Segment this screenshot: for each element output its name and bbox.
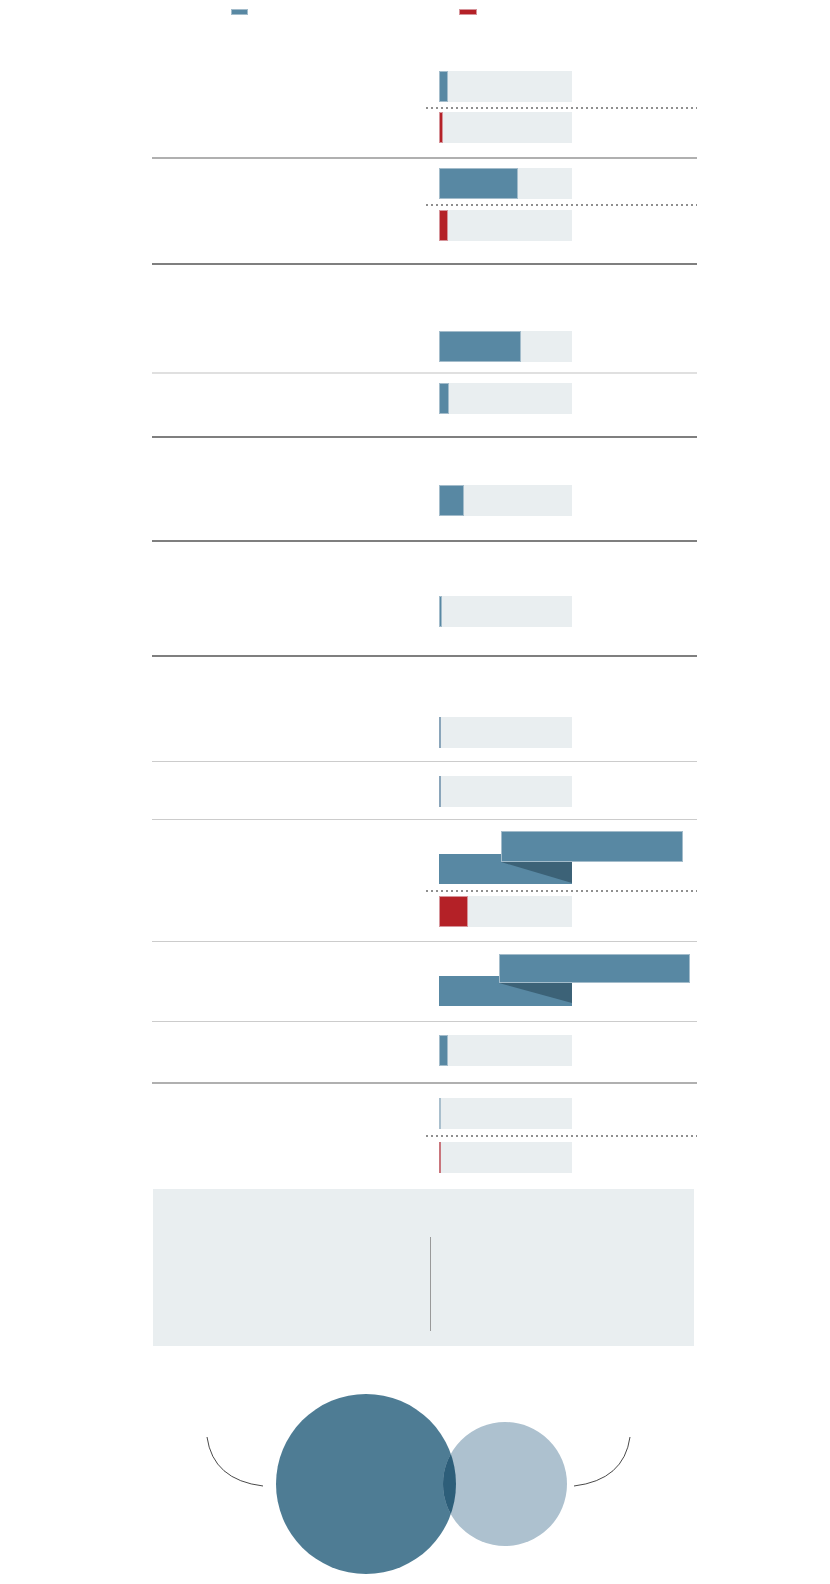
legend-swatch-series-blue (231, 9, 248, 15)
bar-track (439, 1098, 572, 1129)
bar-fill-blue (439, 596, 442, 627)
bar-track (439, 210, 572, 241)
bar-fill-red_pale (439, 1142, 441, 1173)
venn-big-circle (276, 1394, 456, 1574)
bar-fill-red (439, 210, 448, 241)
bar-fill-blue (439, 383, 449, 414)
info-box (153, 1189, 694, 1346)
dotted-divider (426, 890, 697, 892)
bar-fill-blue (439, 71, 448, 102)
bar-fill-blue_muted (439, 717, 441, 748)
bar-track (439, 776, 572, 807)
bar-track (439, 596, 572, 627)
row-separator (152, 263, 697, 265)
bar-track (439, 71, 572, 102)
legend-swatch-series-red (459, 9, 477, 15)
bar-fill-red (439, 112, 443, 143)
bar-fill-blue (439, 485, 464, 516)
info-box-divider (430, 1237, 431, 1331)
dotted-divider (426, 204, 697, 206)
bar-fill-blue (439, 168, 518, 199)
dotted-divider (426, 1135, 697, 1137)
row-separator (152, 540, 697, 542)
bar-track (439, 383, 572, 414)
row-separator (152, 157, 697, 159)
bar-track (439, 717, 572, 748)
chart-canvas (0, 0, 830, 1584)
bar-fill-red (439, 896, 468, 927)
bar-fill-blue_pale (439, 1098, 441, 1129)
shapes-overlay (0, 0, 830, 1584)
row-separator (152, 941, 697, 942)
row-separator (152, 819, 697, 820)
bar-track (439, 1035, 572, 1066)
venn-right-arc (574, 1437, 630, 1486)
row-separator (152, 1021, 697, 1022)
overflow-bar-top (499, 954, 690, 983)
row-separator (152, 372, 697, 374)
bar-fill-blue (439, 331, 521, 362)
bar-fill-blue (439, 1035, 448, 1066)
venn-left-arc (207, 1437, 263, 1486)
overflow-bar-top (501, 831, 683, 862)
bar-track (439, 1142, 572, 1173)
dotted-divider (426, 107, 697, 109)
venn-small-circle (443, 1422, 567, 1546)
row-separator (152, 1082, 697, 1084)
row-separator (152, 436, 697, 438)
row-separator (152, 655, 697, 657)
row-separator (152, 761, 697, 762)
venn-overlap (443, 1422, 567, 1546)
bar-track (439, 112, 572, 143)
bar-fill-blue_muted (439, 776, 441, 807)
